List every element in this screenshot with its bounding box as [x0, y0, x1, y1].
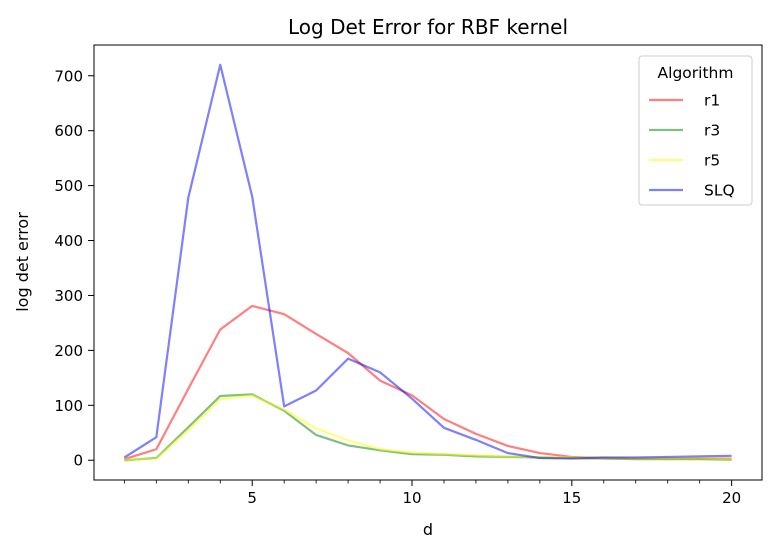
x-tick-label: 20 — [722, 489, 741, 507]
x-tick-label: 15 — [562, 489, 581, 507]
x-tick-label: 5 — [247, 489, 257, 507]
legend-label-r1: r1 — [704, 92, 720, 110]
y-tick-label: 100 — [54, 397, 83, 415]
series-line-slq — [123, 63, 732, 460]
x-axis-label: d — [423, 520, 433, 539]
legend-frame — [638, 55, 753, 206]
legend-title: Algorithm — [658, 64, 734, 82]
plot-area — [123, 63, 732, 462]
y-axis-label: log det error — [13, 212, 32, 312]
y-tick-label: 500 — [54, 177, 83, 195]
y-tick-label: 600 — [54, 122, 83, 140]
legend-label-slq: SLQ — [704, 182, 735, 200]
y-tick-label: 200 — [54, 342, 83, 360]
series-line-r1 — [124, 304, 732, 461]
legend: Algorithm r1 r3 r5 SLQ — [638, 55, 753, 206]
legend-label-r5: r5 — [704, 152, 720, 170]
y-tick-label: 300 — [54, 287, 83, 305]
legend-label-r3: r3 — [704, 122, 720, 140]
chart-title: Log Det Error for RBF kernel — [288, 15, 568, 39]
axes-frame — [93, 44, 763, 481]
y-tick-label: 0 — [73, 452, 83, 470]
series-line-r5 — [124, 394, 732, 461]
x-tick-label: 10 — [402, 489, 421, 507]
y-tick-label: 400 — [54, 232, 83, 250]
y-tick-label: 700 — [54, 67, 83, 85]
